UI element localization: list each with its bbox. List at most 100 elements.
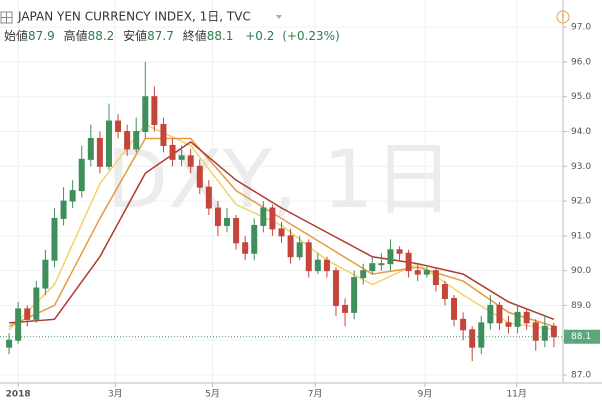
candle-body bbox=[96, 137, 103, 167]
menu-arrow[interactable] bbox=[276, 15, 282, 19]
candle-body bbox=[187, 155, 194, 167]
candle-body bbox=[15, 308, 22, 341]
candle-body bbox=[414, 270, 421, 275]
candle-body bbox=[496, 304, 503, 324]
candle-body bbox=[251, 224, 258, 254]
candle-body bbox=[24, 308, 31, 320]
open-value: 87.9 bbox=[28, 29, 55, 43]
candle-body bbox=[487, 304, 494, 324]
candle-body bbox=[242, 242, 249, 254]
candle-body bbox=[287, 235, 294, 258]
high-label: 高値 bbox=[64, 28, 88, 43]
x-tick-label: 2018 bbox=[6, 390, 31, 400]
watermark: DXY, 1日 bbox=[106, 133, 453, 226]
candle-body bbox=[105, 120, 112, 167]
candle-body bbox=[469, 329, 476, 348]
moving-average-line bbox=[9, 140, 555, 324]
x-tick-label: 7月 bbox=[308, 389, 323, 400]
candle-body bbox=[369, 263, 376, 272]
candle-body bbox=[151, 96, 158, 126]
plot bbox=[0, 61, 563, 362]
candle-body bbox=[269, 207, 276, 230]
y-tick-label: 92.0 bbox=[571, 197, 591, 207]
candle-body bbox=[405, 252, 412, 272]
low-label: 安値 bbox=[123, 28, 147, 43]
grid bbox=[0, 0, 563, 383]
candle-body bbox=[160, 124, 167, 146]
change-percent: (+0.23%) bbox=[282, 29, 340, 43]
candle-body bbox=[305, 242, 312, 272]
last-price-label: 88.1 bbox=[571, 332, 591, 342]
change: +0.2 bbox=[245, 29, 274, 43]
candle-body bbox=[278, 228, 285, 237]
candle-body bbox=[33, 287, 40, 320]
x-tick-label: 3月 bbox=[108, 389, 123, 400]
candle-body bbox=[224, 217, 231, 226]
candle-body bbox=[60, 200, 67, 219]
candle-body bbox=[169, 144, 176, 160]
candle-body bbox=[478, 322, 485, 348]
y-tick-label: 97.0 bbox=[571, 23, 591, 33]
candle-body bbox=[432, 270, 439, 286]
candle-body bbox=[351, 277, 358, 313]
x-tick-label: 11月 bbox=[506, 389, 526, 400]
candle-body bbox=[523, 311, 530, 324]
candle-body bbox=[550, 325, 557, 338]
open-label: 始値 bbox=[4, 28, 28, 43]
candle-body bbox=[78, 158, 85, 192]
candle-body bbox=[6, 339, 13, 348]
high-value: 88.2 bbox=[88, 29, 115, 43]
moving-average-line bbox=[8, 137, 555, 328]
candle-body bbox=[42, 259, 49, 289]
candle-body bbox=[133, 130, 140, 150]
candle-body bbox=[460, 318, 467, 331]
candle-body bbox=[514, 311, 521, 327]
candle-body bbox=[69, 190, 76, 202]
candle-body bbox=[332, 270, 339, 306]
candle-body bbox=[532, 322, 539, 341]
candle-body bbox=[541, 325, 548, 341]
candle-body bbox=[296, 242, 303, 258]
y-tick-label: 94.0 bbox=[571, 127, 591, 137]
candle-body bbox=[51, 217, 58, 261]
candle-body bbox=[441, 284, 448, 299]
info-icon-dot bbox=[562, 19, 564, 21]
candle-body bbox=[260, 207, 267, 226]
candle-body bbox=[233, 217, 240, 244]
last-price-box bbox=[564, 329, 600, 344]
candle-body bbox=[314, 259, 321, 272]
y-tick-label: 87.0 bbox=[571, 370, 591, 380]
y-tick-label: 96.0 bbox=[571, 57, 591, 67]
info-icon[interactable] bbox=[556, 10, 570, 24]
candle-body bbox=[378, 263, 385, 266]
candle-body bbox=[115, 120, 122, 132]
y-tick-label: 89.0 bbox=[571, 301, 591, 311]
candle-body bbox=[87, 137, 94, 160]
axes: 87.088.089.090.091.092.093.094.095.096.0… bbox=[6, 23, 600, 400]
candle-body bbox=[342, 304, 349, 313]
x-tick-label: 5月 bbox=[205, 389, 220, 400]
close-value: 88.1 bbox=[207, 29, 234, 43]
close-label: 終値 bbox=[183, 28, 207, 43]
y-tick-label: 91.0 bbox=[571, 231, 591, 241]
candle-body bbox=[387, 249, 394, 265]
low-value: 87.7 bbox=[147, 29, 174, 43]
candle-body bbox=[423, 270, 430, 275]
ohlc-legend: 始値87.9 高値88.2 安値87.7 終値88.1 +0.2 (+0.23%… bbox=[4, 28, 340, 43]
chart-title: JAPAN YEN CURRENCY INDEX, 1日, TVC bbox=[17, 10, 251, 24]
y-tick-label: 93.0 bbox=[571, 162, 591, 172]
candle-body bbox=[396, 249, 403, 254]
candle-body bbox=[214, 207, 221, 226]
candle-body bbox=[142, 96, 149, 132]
candle-body bbox=[178, 155, 185, 160]
candle-body bbox=[451, 297, 458, 320]
candle-body bbox=[124, 130, 131, 150]
candle-body bbox=[205, 186, 212, 209]
candle-body bbox=[505, 322, 512, 327]
x-tick-label: 9月 bbox=[418, 389, 433, 400]
candle-body bbox=[323, 259, 330, 272]
y-tick-label: 90.0 bbox=[571, 266, 591, 276]
candle-body bbox=[360, 270, 367, 279]
y-tick-label: 95.0 bbox=[571, 92, 591, 102]
